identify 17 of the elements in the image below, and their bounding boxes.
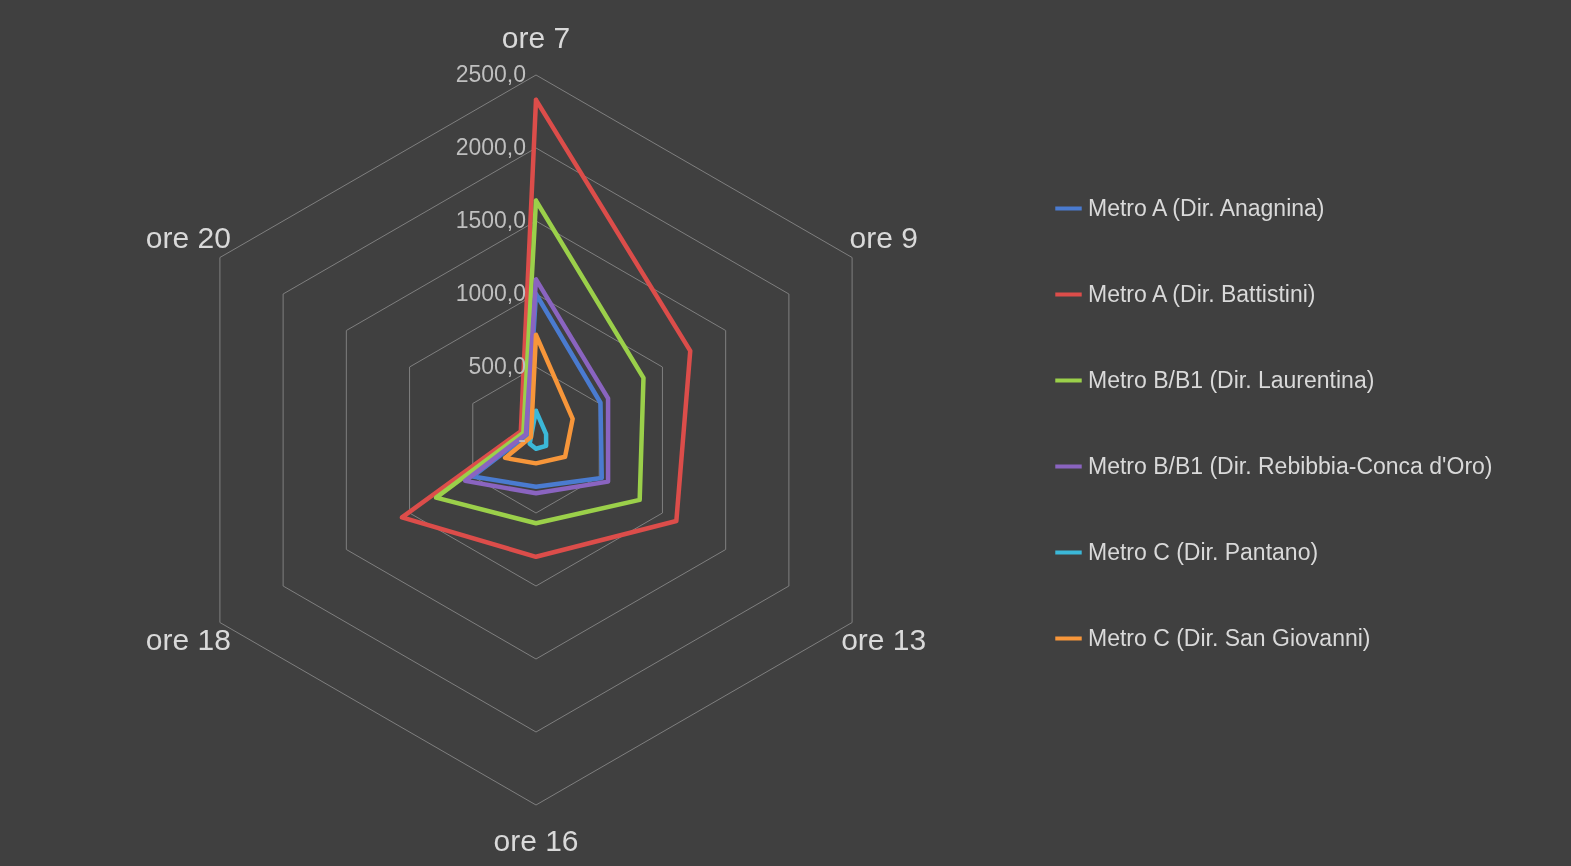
legend-label: Metro C (Dir. San Giovanni) [1088, 624, 1371, 651]
legend-label: Metro B/B1 (Dir. Rebibbia-Conca d'Oro) [1088, 452, 1493, 479]
legend-label: Metro A (Dir. Battistini) [1088, 280, 1316, 307]
y-tick-label: - [518, 426, 526, 452]
spoke-label: ore 18 [145, 622, 231, 656]
spoke-label: ore 13 [841, 622, 927, 656]
spoke-label: ore 7 [501, 20, 571, 54]
spoke-label: ore 9 [849, 221, 918, 255]
y-tick-label: 1000,0 [455, 280, 526, 306]
legend-label: Metro C (Dir. Pantano) [1088, 538, 1319, 565]
y-tick-label: 2000,0 [455, 134, 526, 160]
y-tick-label: 2500,0 [455, 61, 526, 87]
spoke-label: ore 20 [145, 221, 231, 255]
legend-label: Metro A (Dir. Anagnina) [1088, 194, 1325, 221]
y-tick-label: 1500,0 [455, 207, 526, 233]
legend-label: Metro B/B1 (Dir. Laurentina) [1088, 366, 1375, 393]
spoke-label: ore 16 [493, 823, 579, 857]
